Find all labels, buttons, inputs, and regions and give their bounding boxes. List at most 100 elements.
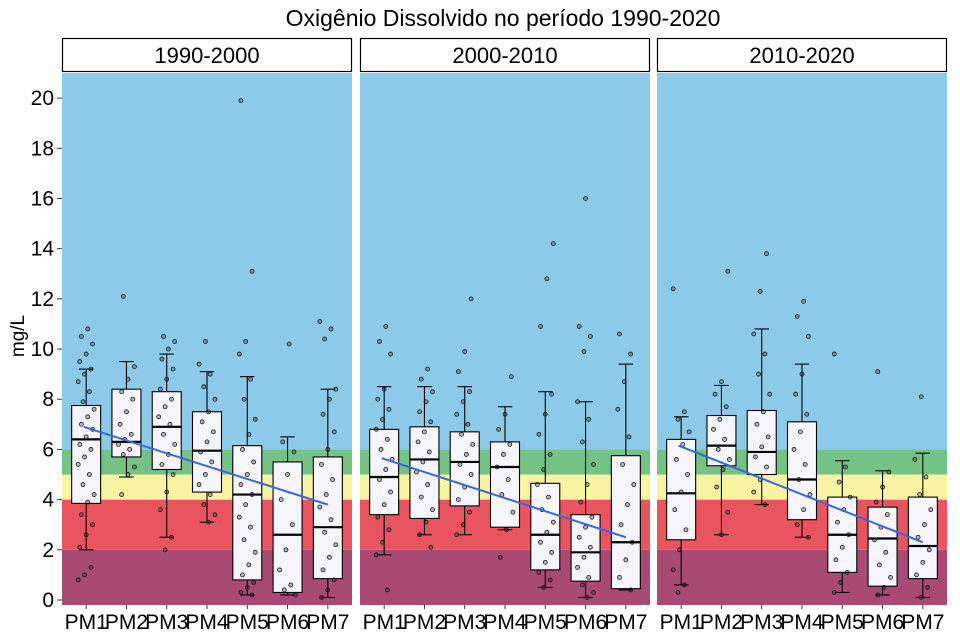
data-point (579, 439, 585, 445)
box-iqr (71, 404, 102, 504)
facet-strip (61, 37, 353, 73)
data-point (132, 464, 137, 470)
data-point (322, 529, 328, 535)
data-point (285, 472, 290, 477)
data-point (162, 404, 168, 410)
data-point (278, 497, 284, 503)
data-point (455, 369, 461, 375)
data-point (241, 537, 247, 543)
x-tick-label: PM5 (821, 611, 864, 634)
data-point (541, 467, 547, 472)
data-point (277, 567, 282, 573)
data-point (240, 447, 245, 452)
data-point (454, 411, 460, 417)
x-tick-label: PM3 (145, 611, 188, 634)
data-point (881, 585, 887, 590)
data-point (204, 439, 210, 445)
data-point (579, 582, 585, 588)
data-point (83, 532, 89, 538)
data-point (91, 406, 97, 412)
data-point (128, 431, 134, 437)
data-point (212, 512, 218, 518)
data-point (546, 494, 551, 500)
data-point (683, 527, 689, 533)
box-iqr (111, 388, 142, 458)
data-point (591, 462, 596, 467)
data-point (420, 459, 426, 465)
data-point (922, 522, 927, 528)
data-point (505, 477, 511, 482)
data-point (467, 509, 472, 515)
data-point (417, 532, 423, 538)
data-point (209, 459, 215, 465)
trend-line (678, 444, 924, 544)
y-tick-label: 14 (31, 238, 55, 261)
data-point (846, 532, 852, 538)
data-point (725, 268, 731, 274)
data-point (678, 489, 684, 495)
data-point (162, 547, 168, 553)
data-point (805, 334, 811, 339)
data-point (541, 585, 547, 590)
data-point (333, 542, 339, 548)
data-point (386, 527, 392, 533)
data-point (328, 517, 334, 523)
data-point (120, 293, 126, 299)
data-point (914, 572, 919, 578)
data-point (383, 467, 389, 472)
x-tick-label: PM2 (700, 611, 743, 634)
data-point (581, 349, 587, 354)
data-point (164, 489, 170, 495)
data-point (711, 426, 716, 432)
data-point (584, 595, 590, 600)
facet-panels: 1990-2000PM1PM2PM3PM4PM5PM6PM72000-2010P… (61, 37, 948, 634)
data-point (628, 351, 634, 357)
data-point (85, 499, 91, 505)
data-point (248, 376, 253, 382)
data-point (384, 587, 390, 593)
data-point (457, 462, 463, 467)
data-point (319, 595, 324, 600)
data-point (549, 549, 555, 555)
data-point (82, 454, 87, 460)
y-tick-label: 2 (42, 539, 54, 562)
data-point (504, 527, 509, 533)
data-point (589, 514, 595, 520)
data-point (317, 504, 323, 510)
data-point (542, 559, 548, 565)
data-point (196, 482, 202, 487)
box-iqr (706, 414, 737, 467)
data-point (727, 457, 732, 462)
data-point (119, 389, 125, 395)
data-point (207, 492, 213, 497)
data-point (325, 447, 331, 452)
data-point (88, 447, 94, 452)
data-point (380, 539, 385, 545)
data-point (496, 426, 502, 432)
data-point (291, 449, 297, 455)
data-point (426, 449, 432, 455)
y-tick-label: 16 (31, 187, 54, 210)
data-point (91, 492, 97, 497)
data-point (623, 557, 629, 563)
data-point (325, 587, 331, 593)
data-point (875, 369, 881, 375)
data-point (333, 386, 339, 392)
data-point (876, 562, 882, 568)
box-pm5 (530, 241, 561, 590)
data-point (172, 441, 178, 447)
x-tick-label: PM6 (564, 611, 607, 634)
data-point (844, 569, 850, 575)
data-point (293, 592, 298, 598)
data-point (167, 421, 173, 427)
box-iqr (272, 461, 303, 594)
data-point (923, 474, 929, 480)
x-tick-label: PM4 (780, 611, 824, 634)
data-point (465, 421, 471, 427)
data-point (722, 436, 728, 442)
data-point (83, 434, 89, 440)
data-point (330, 477, 336, 482)
data-point (381, 386, 387, 392)
data-point (161, 431, 166, 437)
data-point (759, 444, 765, 450)
